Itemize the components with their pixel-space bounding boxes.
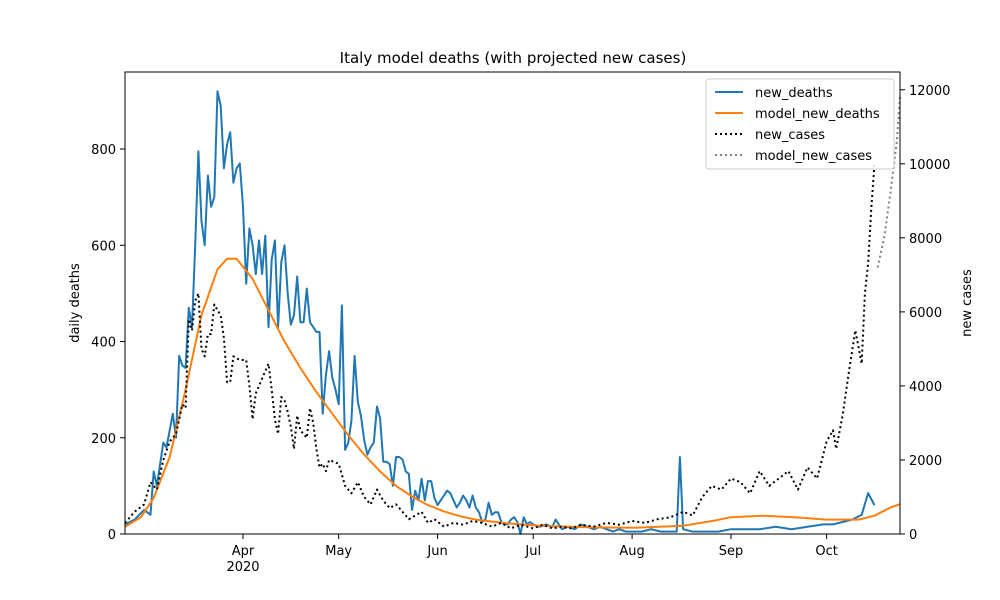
x-tick-label-aug: Aug <box>619 544 644 559</box>
legend-label-new-deaths: new_deaths <box>755 86 833 101</box>
legend-label-model-new-cases: model_new_cases <box>755 149 872 164</box>
series-line-new-cases <box>124 163 876 530</box>
y-axis-right: 0 2000 4000 6000 8000 10000 12000 <box>900 84 950 543</box>
y-right-tick-label-2000: 2000 <box>909 454 942 469</box>
y-right-tick-label-0: 0 <box>909 528 917 543</box>
x-tick-sublabel-2020: 2020 <box>226 560 259 575</box>
plot-frame <box>124 71 901 535</box>
legend-box <box>705 78 895 170</box>
x-tick-label-jul: Jul <box>524 544 541 559</box>
legend-label-new-cases: new_cases <box>755 128 825 143</box>
y-left-tick-label-600: 600 <box>91 239 116 254</box>
y-axis-left-title: daily deaths <box>68 263 83 343</box>
x-tick-label-jun: Jun <box>426 544 447 559</box>
x-tick-label-oct: Oct <box>815 544 837 559</box>
series-line-model-new-deaths <box>124 257 901 529</box>
plot-series <box>124 90 901 535</box>
legend: new_deaths model_new_deaths new_cases mo… <box>705 78 895 170</box>
y-left-tick-label-800: 800 <box>91 143 116 158</box>
y-right-tick-label-8000: 8000 <box>909 232 942 247</box>
series-line-model-new-cases <box>876 97 901 268</box>
y-left-tick-label-200: 200 <box>91 432 116 447</box>
chart-title: Italy model deaths (with projected new c… <box>340 49 687 67</box>
y-axis-right-title: new cases <box>960 269 975 337</box>
x-tick-label-may: May <box>325 544 352 559</box>
y-right-tick-label-4000: 4000 <box>909 380 942 395</box>
y-right-tick-label-6000: 6000 <box>909 306 942 321</box>
legend-label-model-new-deaths: model_new_deaths <box>755 107 880 122</box>
y-left-tick-label-400: 400 <box>91 336 116 351</box>
x-tick-label-sep: Sep <box>719 544 744 559</box>
y-axis-left: 0 200 400 600 800 <box>91 143 125 543</box>
y-right-tick-label-12000: 12000 <box>909 84 950 99</box>
y-left-tick-label-0: 0 <box>108 528 116 543</box>
y-right-tick-label-10000: 10000 <box>909 158 950 173</box>
x-tick-label-apr: Apr <box>232 544 255 559</box>
series-line-new-deaths <box>124 90 876 535</box>
